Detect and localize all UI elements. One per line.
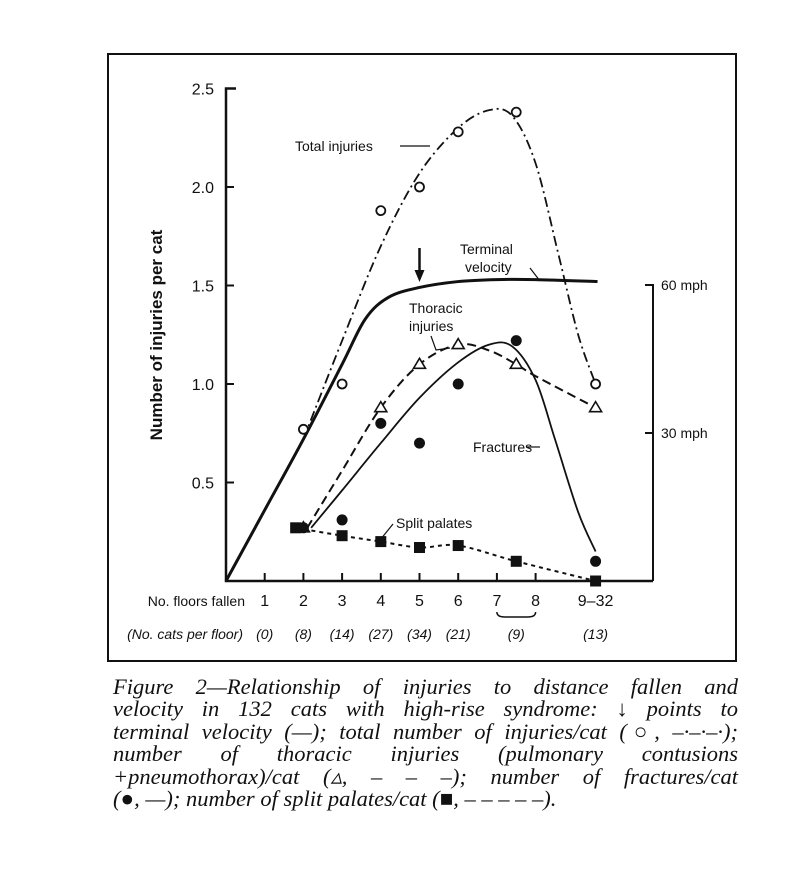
fractures-curve bbox=[310, 341, 597, 552]
x-tick-label: 7 bbox=[492, 593, 501, 610]
caption-line: +pneumothorax)/cat (▵, – – –); number of… bbox=[113, 763, 738, 789]
x-tick-label: 4 bbox=[376, 593, 385, 610]
split-palates-point bbox=[375, 536, 387, 548]
x-tick-label: 3 bbox=[338, 593, 347, 610]
x-tick-label: 1 bbox=[260, 593, 269, 610]
thoracic-injuries-curve bbox=[306, 343, 597, 529]
terminal-velocity-curve bbox=[224, 277, 598, 582]
caption-line: Figure 2—Relationship of injuries to dis… bbox=[113, 674, 738, 699]
total-injuries-point bbox=[375, 205, 387, 217]
split-palates-point bbox=[414, 542, 425, 554]
total-injuries-curve bbox=[302, 107, 597, 440]
fractures-point bbox=[375, 417, 387, 429]
caption-line: (●, —); number of split palates/cat (■, … bbox=[113, 786, 557, 812]
right-tick-label: 30 mph bbox=[661, 425, 708, 441]
cats-per-floor-label: (34) bbox=[407, 626, 432, 642]
bracket-7-8 bbox=[496, 611, 537, 618]
fractures-point bbox=[452, 378, 464, 390]
y-tick-label: 0.5 bbox=[192, 476, 214, 493]
y-tick-label: 2.0 bbox=[192, 180, 214, 197]
curves bbox=[224, 107, 598, 582]
thoracic-injuries-point bbox=[450, 337, 466, 350]
total-injuries-point bbox=[297, 423, 309, 435]
total-injuries-point bbox=[590, 378, 601, 390]
split-palates-point bbox=[336, 530, 348, 542]
fractures-point bbox=[510, 335, 522, 347]
total-injuries-point bbox=[414, 181, 425, 193]
annotation-fractures: Fractures bbox=[473, 439, 532, 455]
split-palates-point bbox=[590, 575, 602, 587]
labels: Number of injuries per cat No. floors fa… bbox=[127, 138, 532, 642]
caption-line: velocity in 132 cats with high-rise synd… bbox=[113, 696, 738, 722]
total-injuries-point bbox=[510, 106, 522, 118]
leader-split-palates bbox=[379, 523, 394, 541]
y-tick-label: 1.5 bbox=[192, 279, 214, 296]
annotation-terminal-velocity-1: Terminal bbox=[460, 241, 513, 257]
thoracic-injuries-point bbox=[412, 356, 427, 370]
cats-per-floor-label: (27) bbox=[368, 626, 393, 642]
y-axis-line bbox=[224, 87, 653, 583]
cats-per-floor-label: (21) bbox=[446, 626, 471, 642]
cats-per-floor-label: (14) bbox=[330, 626, 355, 642]
cats-per-floor-label: (9) bbox=[508, 626, 525, 642]
x-tick-label: 9–32 bbox=[578, 593, 614, 610]
x-tick-label: 8 bbox=[531, 593, 540, 610]
y-axis-label: Number of injuries per cat bbox=[147, 229, 166, 440]
annotation-total-injuries: Total injuries bbox=[295, 138, 373, 154]
total-injuries-point bbox=[452, 126, 464, 138]
fractures-point bbox=[414, 437, 425, 449]
thoracic-injuries-point bbox=[588, 400, 603, 413]
x-axis-label: No. floors fallen bbox=[148, 593, 245, 609]
markers bbox=[290, 106, 603, 587]
axes: 0.5 1.0 1.5 2.0 2.5 30 mph 60 mph 1 2 3 4 5 6 7 8 9–32 (… bbox=[192, 82, 708, 643]
cats-per-floor-label: (8) bbox=[295, 626, 312, 642]
annotation-terminal-velocity-2: velocity bbox=[465, 259, 512, 275]
fractures-point bbox=[590, 555, 602, 567]
terminal-velocity-arrowhead-icon bbox=[414, 270, 425, 282]
y-tick-label: 1.0 bbox=[192, 377, 214, 394]
thoracic-injuries-point bbox=[508, 356, 524, 370]
annotation-thoracic-1: Thoracic bbox=[409, 300, 463, 316]
x-tick-label: 2 bbox=[299, 593, 308, 610]
y-tick-label: 2.5 bbox=[192, 82, 214, 99]
caption-line: terminal velocity (—); total number of i… bbox=[113, 718, 738, 744]
split-palates-point bbox=[510, 555, 522, 567]
x-tick-label: 5 bbox=[415, 593, 424, 610]
cats-per-floor-label: (0) bbox=[256, 626, 273, 642]
x-tick-label: 6 bbox=[454, 593, 463, 610]
split-palates-point bbox=[452, 540, 464, 552]
total-injuries-point bbox=[336, 378, 348, 390]
right-tick-label: 60 mph bbox=[661, 277, 708, 293]
cats-per-floor-label: (13) bbox=[583, 626, 608, 642]
figure-caption: Figure 2—Relationship of injuries to dis… bbox=[113, 674, 738, 812]
leader-terminal-velocity bbox=[529, 267, 541, 282]
thoracic-injuries-point bbox=[373, 400, 389, 413]
x-sub-label: (No. cats per floor) bbox=[127, 626, 243, 642]
annotation-thoracic-2: injuries bbox=[409, 318, 453, 334]
leader-thoracic bbox=[430, 335, 451, 351]
figure-frame bbox=[107, 53, 737, 662]
caption-line: number of thoracic injuries (pulmonary c… bbox=[113, 741, 738, 767]
split-palates-point bbox=[290, 522, 302, 534]
annotation-split-palates: Split palates bbox=[396, 515, 472, 531]
fractures-point bbox=[336, 514, 348, 526]
